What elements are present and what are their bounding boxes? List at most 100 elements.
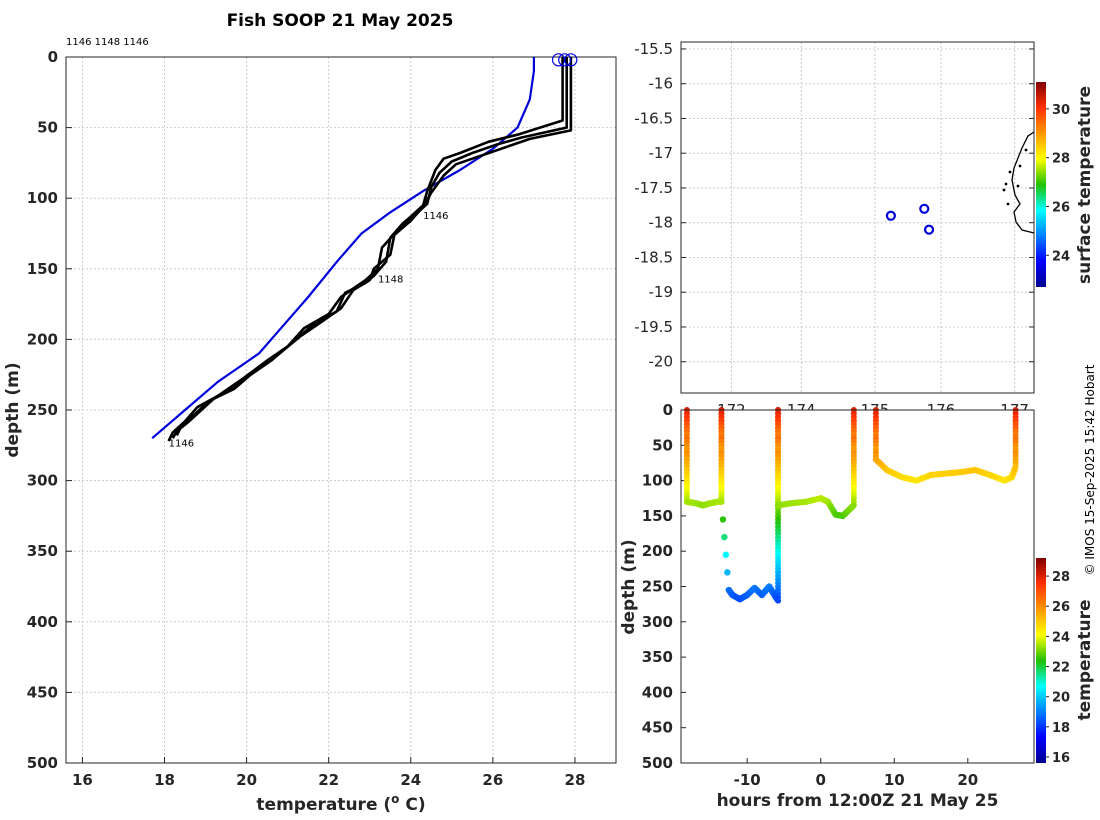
colorbar-tick-label: 24 <box>1052 249 1070 264</box>
start-marker <box>558 53 572 67</box>
section-frame <box>680 409 1035 764</box>
section-x-tick-label: 20 <box>957 771 978 789</box>
map-y-tick-label: -18 <box>649 214 674 232</box>
section-x-tick-label: 0 <box>816 771 826 789</box>
section-y-tick-label: 50 <box>652 436 673 454</box>
map-y-tick-label: -18.5 <box>634 248 673 266</box>
x-tick-label: 22 <box>318 771 339 789</box>
map-y-tick-label: -20 <box>649 353 674 371</box>
temperature-profile-plot: 16 18 20 22 24 26 28 0 50 100 150 200 250 300 350 400 45… <box>3 37 617 815</box>
cast-annotation: 1146 <box>423 211 448 222</box>
plot-frame <box>65 56 617 764</box>
map-frame <box>680 41 1035 394</box>
colorbar-tick-label: 16 <box>1052 751 1070 766</box>
section-x-tick-label: 10 <box>884 771 905 789</box>
section-y-axis-label: depth (m) <box>619 539 639 634</box>
y-tick-label: 150 <box>27 260 58 278</box>
section-bottom-point <box>718 498 725 505</box>
colorbar-label: surface temperature <box>1075 86 1095 284</box>
section-bottom-point <box>849 502 857 510</box>
x-tick-label: 26 <box>482 771 503 789</box>
plot-area <box>66 57 616 763</box>
colorbar-tick-label: 30 <box>1052 103 1070 118</box>
section-y-tick-label: 300 <box>642 613 673 631</box>
series-line-climatology <box>151 57 535 440</box>
map-y-tick-label: -19 <box>649 283 674 301</box>
map-area <box>681 42 1034 393</box>
coastline <box>1011 131 1035 234</box>
cast-annotation: 1146 <box>169 438 194 449</box>
y-tick-label: 400 <box>27 613 58 631</box>
x-tick-label: 18 <box>154 771 175 789</box>
colorbar-label: temperature <box>1075 599 1095 720</box>
map-y-tick-label: -17.5 <box>634 179 673 197</box>
section-bottom-point <box>724 569 731 576</box>
map-y-tick-label: -16.5 <box>634 109 673 127</box>
island-dot <box>1018 164 1022 168</box>
credit-text: © IMOS 15-Sep-2025 15:42 Hobart <box>1083 364 1097 575</box>
x-tick-label: 28 <box>565 771 586 789</box>
map-y-tick-label: -17 <box>649 144 674 162</box>
section-y-tick-label: 100 <box>642 472 673 490</box>
x-tick-label: 16 <box>72 771 93 789</box>
island-dot <box>1006 202 1010 206</box>
section-y-tick-label: 200 <box>642 542 673 560</box>
section-bottom-point <box>721 533 728 541</box>
section-y-tick-label: 250 <box>642 578 673 596</box>
map-y-tick-label: -15.5 <box>634 40 673 58</box>
y-tick-label: 200 <box>27 330 58 348</box>
island-dot <box>1002 188 1006 192</box>
degree-symbol: o <box>391 792 399 806</box>
series-line-cast-1148 <box>175 57 568 436</box>
map-y-tick-label: -16 <box>649 75 674 93</box>
x-tick-label: 24 <box>400 771 421 789</box>
y-axis-label: depth (m) <box>3 362 23 457</box>
section-bottom-point <box>774 596 781 603</box>
location-map-plot: -15.5 -16 -16.5 -17 -17.5 -18 -18.5 -19 -19.5 -20… <box>634 40 1095 419</box>
island-dot <box>1008 170 1012 174</box>
section-y-tick-label: 350 <box>642 648 673 666</box>
section-y-tick-label: 450 <box>642 719 673 737</box>
colorbar-tick-label: 20 <box>1052 691 1070 706</box>
y-tick-label: 350 <box>27 542 58 560</box>
temperature-colorbar <box>1036 558 1046 763</box>
cast-location-marker <box>885 210 896 221</box>
section-y-tick-label: 500 <box>642 754 673 772</box>
colorbar-tick-label: 28 <box>1052 570 1070 585</box>
y-tick-label: 250 <box>27 401 58 419</box>
section-x-axis-label: hours from 12:00Z 21 May 25 <box>717 791 999 811</box>
map-y-tick-label: -19.5 <box>634 318 673 336</box>
series-line-cast-1146-b <box>167 57 573 442</box>
surface-colorbar <box>1036 82 1046 287</box>
page-title: Fish SOOP 21 May 2025 <box>227 11 454 31</box>
unit-suffix: C) <box>399 795 425 815</box>
section-bottom-point <box>719 516 727 523</box>
colorbar-tick-label: 26 <box>1052 600 1070 615</box>
x-tick-label: 20 <box>236 771 257 789</box>
y-tick-label: 500 <box>27 754 58 772</box>
x-axis-label: temperature (o C) <box>256 792 425 815</box>
start-marker <box>564 53 578 67</box>
section-area <box>681 410 1034 763</box>
y-tick-label: 50 <box>37 119 58 137</box>
y-tick-label: 300 <box>27 472 58 490</box>
y-tick-label: 450 <box>27 683 58 701</box>
cast-annotation: 1148 <box>378 275 403 286</box>
colorbar-tick-label: 22 <box>1052 661 1070 676</box>
island-dot <box>1016 184 1020 188</box>
section-y-tick-label: 400 <box>642 683 673 701</box>
cast-location-marker <box>923 224 935 235</box>
section-bottom-point <box>722 551 730 558</box>
top-cast-labels: 1146 1148 1146 <box>66 37 149 48</box>
cast-location-marker <box>919 203 930 214</box>
section-x-tick-label: -10 <box>734 771 761 789</box>
colorbar-tick-label: 18 <box>1052 721 1070 736</box>
colorbar-tick-label: 26 <box>1052 200 1070 215</box>
section-bottom-point <box>1011 465 1019 472</box>
y-tick-label: 0 <box>48 48 58 66</box>
colorbar-tick-label: 24 <box>1052 630 1070 645</box>
section-y-tick-label: 0 <box>663 401 673 419</box>
y-tick-label: 100 <box>27 189 58 207</box>
depth-section-plot: 0 50 100 150 200 250 300 350 400 450 500 -10 0 10 20 16… <box>619 401 1095 811</box>
